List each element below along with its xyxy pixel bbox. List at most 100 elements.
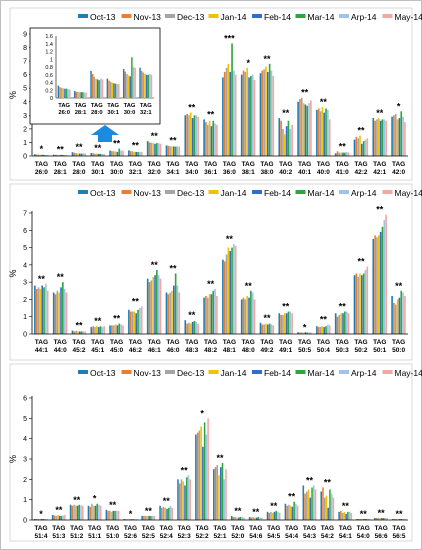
bar: [394, 304, 397, 334]
significance-label: **: [169, 264, 177, 274]
bar: [394, 113, 397, 156]
x-tick-label: TAG: [298, 161, 311, 168]
bar: [397, 518, 399, 520]
bar: [37, 287, 40, 334]
x-tick-label: TAG: [260, 339, 273, 346]
bar: [278, 118, 281, 156]
significance-label: **: [282, 302, 290, 312]
bar: [385, 120, 387, 156]
significance-label: **: [207, 279, 215, 289]
bar: [400, 111, 403, 156]
bar: [323, 497, 326, 520]
bar: [231, 43, 233, 156]
bar: [393, 115, 395, 156]
bar: [188, 322, 190, 334]
bar: [325, 326, 327, 334]
bar: [52, 292, 55, 334]
bar: [205, 295, 207, 334]
bar: [79, 153, 81, 156]
bar: [82, 153, 85, 156]
inset-bar: [98, 80, 100, 98]
bar: [347, 511, 349, 520]
legend-swatch: [339, 370, 349, 374]
bar: [381, 226, 384, 334]
legend-swatch: [121, 190, 132, 194]
bar: [268, 323, 271, 334]
bar: [97, 153, 100, 156]
bar: [200, 426, 202, 520]
bar: [297, 101, 299, 156]
bar: [206, 124, 209, 156]
inset-bar: [145, 74, 148, 98]
x-tick-label: TAG: [223, 161, 236, 168]
legend-swatch: [252, 14, 262, 18]
bar: [355, 273, 358, 334]
bar: [146, 278, 149, 334]
significance-label: *: [200, 408, 204, 418]
inset-x-tick-label: TAG: [107, 103, 119, 109]
x-tick-label: TAG: [336, 339, 349, 346]
bar: [304, 332, 307, 334]
bar: [293, 501, 295, 520]
y-axis-label: %: [8, 455, 18, 463]
x-tick-label: 34:1: [166, 169, 179, 176]
bar: [321, 107, 324, 156]
bar: [173, 146, 175, 156]
bar: [188, 115, 190, 156]
x-tick-label: 40:2: [279, 169, 292, 176]
bar: [184, 485, 186, 520]
bar: [214, 123, 216, 156]
bar: [253, 299, 256, 334]
bar: [80, 505, 82, 520]
legend-swatch: [339, 190, 349, 194]
significance-label: **: [252, 507, 260, 517]
y-tick-label: 3: [23, 280, 27, 287]
x-tick-label: TAG: [124, 525, 137, 532]
bar: [43, 287, 45, 334]
inset-bar: [113, 83, 115, 98]
bar: [383, 219, 386, 334]
bar: [309, 497, 312, 520]
bar: [377, 235, 380, 334]
bar: [248, 516, 251, 520]
legend-swatch: [121, 14, 132, 18]
bar: [222, 77, 224, 156]
bar: [230, 515, 233, 520]
x-tick-label: 46:2: [129, 347, 142, 354]
x-tick-label: TAG: [392, 161, 405, 168]
significance-label: **: [376, 205, 384, 215]
significance-label: **: [263, 54, 271, 64]
bar: [268, 63, 271, 157]
bar: [250, 76, 252, 156]
bar: [263, 69, 265, 156]
x-tick-label: TAG: [34, 525, 47, 532]
bar: [310, 100, 312, 156]
bar: [340, 152, 342, 156]
bar: [53, 515, 56, 520]
bar: [182, 481, 184, 520]
bar: [208, 294, 211, 334]
legend-swatch: [295, 190, 306, 194]
bar: [146, 141, 149, 156]
y-tick-label: 6: [23, 72, 27, 79]
inset-y-tick-label: 1.2: [45, 50, 53, 56]
bar: [191, 118, 194, 156]
x-tick-label: TAG: [110, 339, 123, 346]
inset-bar: [124, 71, 127, 98]
bar: [246, 295, 248, 334]
significance-label: *: [246, 58, 250, 68]
significance-label: **: [109, 500, 117, 510]
bar: [75, 505, 77, 520]
bar: [150, 142, 153, 156]
x-tick-label: TAG: [392, 339, 405, 346]
bar: [76, 505, 79, 520]
bar: [71, 505, 74, 520]
bar: [109, 510, 111, 520]
bar: [75, 153, 77, 156]
bar: [336, 151, 339, 156]
significance-label: **: [245, 281, 253, 291]
inset-bar: [101, 79, 104, 98]
bar: [120, 150, 122, 156]
x-tick-label: TAG: [285, 525, 298, 532]
x-tick-label: 30:1: [91, 169, 104, 176]
